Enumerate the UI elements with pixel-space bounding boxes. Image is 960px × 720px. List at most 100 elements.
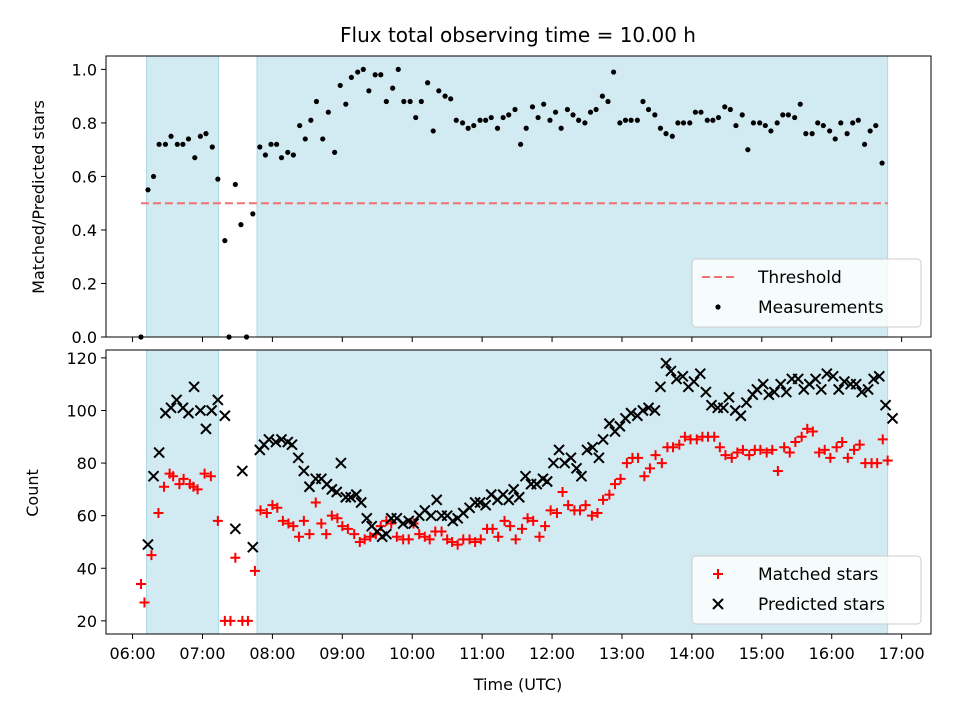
matched-stars-point	[349, 529, 360, 540]
matched-stars-point	[375, 521, 386, 532]
measurements-point	[222, 238, 228, 244]
matched-stars-point	[837, 437, 848, 448]
measurements-point	[715, 114, 722, 121]
predicted-stars-point	[575, 470, 588, 482]
matched-stars-point	[326, 510, 337, 521]
measurements-point	[174, 141, 180, 147]
predicted-stars-point	[229, 523, 242, 535]
measurements-point	[704, 117, 710, 123]
measurements-point	[873, 122, 879, 129]
predicted-stars-point	[879, 399, 892, 411]
bottom-y-axis-label: Count	[23, 469, 42, 517]
measurements-point	[162, 141, 169, 147]
measurements-point	[332, 149, 338, 155]
matched-stars-point	[882, 455, 893, 466]
measurements-point	[669, 133, 675, 139]
matched-stars-point	[135, 579, 146, 590]
measurements-point	[268, 141, 274, 147]
predicted-stars-point	[286, 438, 298, 451]
matched-stars-point	[825, 452, 836, 463]
predicted-stars-point	[553, 444, 565, 456]
predicted-stars-point	[597, 433, 609, 446]
measurements-point	[197, 133, 203, 139]
predicted-stars-point	[649, 404, 661, 417]
measurements-point	[844, 131, 850, 137]
measurements-point	[785, 112, 791, 118]
predicted-stars-point	[856, 386, 868, 398]
matched-stars-point	[691, 434, 702, 445]
measurements-point	[290, 152, 296, 158]
measurements-point	[395, 66, 401, 72]
measurements-point	[348, 74, 355, 81]
top-y-axis-label: Matched/Predicted stars	[29, 100, 48, 294]
measurements-point	[780, 112, 786, 118]
matched-stars-point	[877, 434, 888, 445]
measurements-point	[494, 125, 501, 131]
measurements-point	[192, 155, 198, 161]
measurements-point	[150, 173, 157, 180]
matched-stars-point	[522, 513, 533, 524]
matched-stars-point	[386, 518, 397, 529]
measurements-point	[483, 117, 489, 123]
matched-stars-point	[249, 565, 260, 576]
measurements-point	[407, 98, 413, 105]
matched-stars-point	[557, 487, 568, 497]
ratio-panel-legend: Threshold Measurements	[691, 258, 922, 328]
matched-stars-point	[615, 473, 626, 484]
measurements-point	[727, 106, 733, 113]
matched-stars-point	[414, 529, 425, 540]
matched-stars-point	[668, 442, 679, 453]
x-tick-label: 12:00	[529, 644, 575, 663]
predicted-stars-point	[194, 404, 207, 417]
matched-legend-handle	[713, 569, 723, 579]
measurements-point	[465, 125, 471, 131]
measurements-point	[401, 98, 407, 105]
matched-stars-point	[534, 531, 545, 542]
measurements-point	[238, 222, 244, 228]
predicted-stars-point	[654, 381, 667, 393]
predicted-stars-point	[660, 357, 672, 369]
predicted-stars-point	[170, 394, 183, 406]
predicted-stars-point	[344, 491, 357, 503]
measurements-point	[552, 109, 559, 115]
predicted-stars-point	[717, 402, 730, 414]
measurements-point	[657, 125, 664, 131]
matched-stars-point	[205, 471, 216, 482]
matched-stars-point	[447, 536, 458, 547]
measurements-point	[645, 106, 652, 113]
predicted-stars-point	[700, 386, 712, 398]
predicted-stars-point	[331, 486, 343, 498]
matched-stars-point	[261, 508, 272, 519]
matched-stars-point	[298, 515, 309, 526]
matched-stars-point	[316, 518, 327, 529]
measurements-point	[517, 141, 524, 147]
predicted-stars-point	[350, 488, 363, 501]
measurements-point	[680, 120, 687, 126]
measurements-point	[663, 131, 669, 137]
matched-stars-point	[475, 534, 486, 545]
matched-stars-point	[732, 447, 743, 458]
matched-stars-point	[779, 442, 790, 453]
measurements-point	[215, 176, 221, 182]
predicted-stars-point	[541, 475, 553, 488]
measurements-point	[622, 117, 629, 123]
matched-stars-point	[359, 534, 370, 545]
matched-stars-point	[744, 450, 755, 461]
predicted-stars-point	[838, 375, 851, 388]
measurements-point	[867, 128, 873, 134]
measurements-point	[838, 120, 844, 126]
measurements-point	[203, 131, 209, 137]
predicted-stars-point	[303, 481, 316, 493]
predicted-stars-point	[380, 528, 393, 540]
measurements-point	[355, 69, 361, 75]
measurements-point	[628, 117, 634, 123]
predicted-stars-point	[873, 370, 885, 383]
matched-stars-point	[288, 521, 299, 532]
matched-stars-point	[639, 471, 650, 482]
measurements-point	[297, 122, 303, 129]
matched-stars-point	[580, 500, 591, 511]
predicted-stars-point	[614, 420, 626, 432]
measurements-point	[605, 98, 611, 105]
measurements-point	[145, 187, 151, 193]
measurements-point	[587, 109, 594, 115]
